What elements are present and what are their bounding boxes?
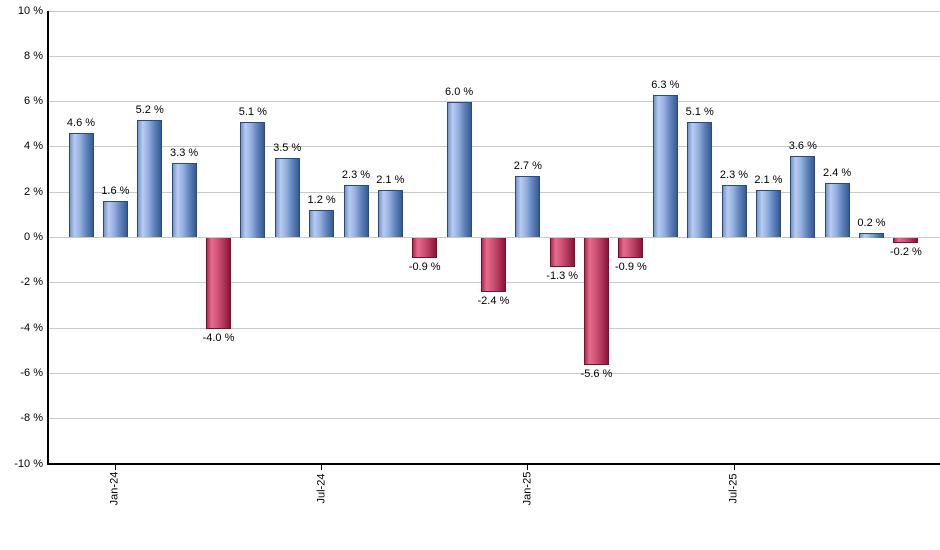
- y-axis-tick-label: 4 %: [24, 140, 43, 153]
- bar: [480, 238, 506, 293]
- y-gridline: [48, 101, 940, 103]
- y-gridline: [48, 146, 940, 148]
- y-gridline: [48, 372, 940, 374]
- bar: [343, 185, 369, 238]
- x-axis-tick: [321, 465, 323, 470]
- y-axis-tick-label: 0 %: [24, 231, 43, 243]
- y-axis-tick-label: -4 %: [20, 321, 43, 334]
- bar-value-label: 3.3 %: [170, 146, 199, 159]
- bar-value-label: -2.4 %: [477, 295, 510, 308]
- bar: [377, 189, 403, 238]
- bar-value-label: 4.6 %: [66, 117, 96, 130]
- bar-value-label: 1.2 %: [307, 194, 336, 207]
- bar-value-label: 2.7 %: [513, 160, 542, 173]
- x-axis-tick-label: Jan-25: [521, 471, 534, 506]
- bar-value-label: 3.6 %: [788, 140, 817, 152]
- y-axis-tick-label: -8 %: [20, 412, 43, 425]
- bar: [790, 156, 816, 238]
- y-gridline: [48, 10, 940, 12]
- bar: [206, 238, 231, 329]
- bar-value-label: -1.3 %: [546, 270, 579, 283]
- x-axis-tick-label: Jul-25: [727, 473, 740, 504]
- bar: [652, 94, 678, 238]
- bar-value-label: -0.2 %: [889, 245, 922, 258]
- bar: [549, 238, 575, 268]
- bar: [137, 119, 163, 238]
- bar-value-label: 3.5 %: [273, 142, 302, 155]
- bar: [687, 122, 713, 238]
- bar: [721, 185, 747, 238]
- bar: [412, 238, 438, 259]
- bar: [68, 133, 94, 238]
- bar-value-label: -5.6 %: [580, 367, 613, 380]
- x-axis-tick: [114, 465, 116, 470]
- bar-value-label: 6.0 %: [445, 85, 474, 98]
- bar: [893, 238, 919, 243]
- bar-value-label: 0.2 %: [857, 217, 886, 229]
- bar-value-label: -4.0 %: [202, 331, 235, 344]
- y-axis-tick-label: -10 %: [14, 457, 43, 470]
- bar: [755, 189, 781, 238]
- y-axis-tick-label: 8 %: [24, 49, 43, 62]
- x-axis-tick: [527, 465, 529, 470]
- bar-value-label: 5.1 %: [238, 106, 267, 118]
- bar: [171, 162, 197, 238]
- x-axis-tick: [733, 465, 735, 470]
- bar: [859, 233, 884, 238]
- y-axis-line: [47, 11, 49, 465]
- bar: [102, 201, 128, 238]
- bar: [309, 210, 335, 238]
- bar-value-label: 1.6 %: [101, 185, 130, 198]
- y-gridline: [48, 191, 940, 193]
- bar: [824, 183, 850, 238]
- bar-value-label: 5.2 %: [135, 103, 164, 116]
- bar-value-label: 2.3 %: [341, 169, 371, 182]
- y-axis-tick-label: -6 %: [20, 366, 43, 379]
- y-gridline: [48, 55, 940, 57]
- x-axis-tick-label: Jan-24: [108, 471, 121, 506]
- x-axis-line: [47, 463, 940, 465]
- y-axis-tick-label: 6 %: [24, 95, 43, 108]
- bar-value-label: 6.3 %: [651, 78, 680, 91]
- x-axis-tick-label: Jul-24: [315, 473, 328, 504]
- y-gridline: [48, 237, 940, 238]
- bar-value-label: 2.4 %: [823, 167, 852, 180]
- bar-value-label: -0.9 %: [408, 261, 441, 274]
- bar-value-label: 2.1 %: [754, 173, 783, 186]
- bar: [446, 101, 472, 238]
- bar: [584, 238, 609, 365]
- bar: [274, 158, 300, 238]
- y-axis-tick-label: 2 %: [24, 185, 43, 198]
- bar-value-label: 2.3 %: [719, 169, 749, 182]
- bar-value-label: -0.9 %: [614, 261, 647, 274]
- y-axis-tick-label: -2 %: [20, 276, 43, 289]
- bar: [618, 238, 644, 259]
- y-gridline: [48, 418, 940, 420]
- bar-value-label: 2.1 %: [376, 173, 405, 186]
- y-gridline: [48, 327, 940, 329]
- bar: [240, 122, 266, 238]
- bar: [515, 176, 541, 238]
- bar-value-label: 5.1 %: [685, 106, 714, 118]
- y-axis-tick-label: 10 %: [17, 4, 43, 17]
